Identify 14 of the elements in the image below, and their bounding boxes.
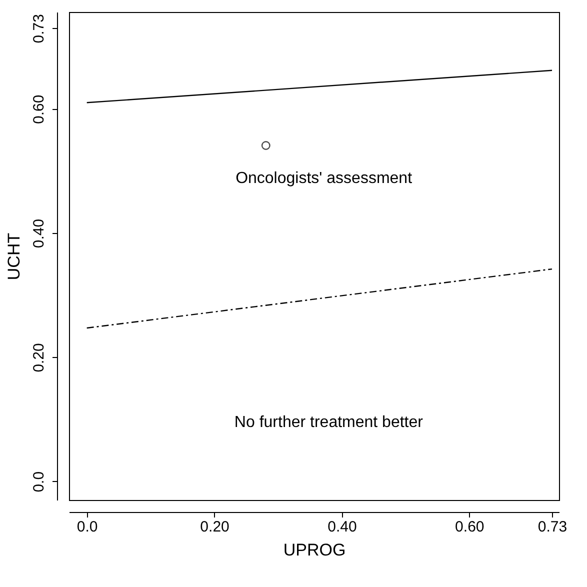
x-tick-label: 0.40 (328, 518, 357, 536)
x-tick-label: 0.0 (76, 518, 98, 536)
x-tick-label: 0.20 (200, 518, 230, 536)
y-tick-label: 0.40 (30, 218, 48, 248)
y-tick-label: 0.0 (30, 471, 48, 492)
x-tick-label: 0.73 (538, 518, 568, 536)
x-tick-label: 0.60 (455, 518, 484, 536)
x-axis-title: UPROG (283, 540, 346, 560)
y-tick-label: 0.20 (30, 343, 48, 372)
y-tick-label: 0.73 (30, 14, 48, 44)
y-tick-label: 0.60 (30, 94, 48, 124)
y-axis-title: UCHT (4, 232, 24, 280)
annotation: No further treatment better (234, 414, 424, 431)
annotation: Oncologists' assessment (236, 170, 413, 187)
